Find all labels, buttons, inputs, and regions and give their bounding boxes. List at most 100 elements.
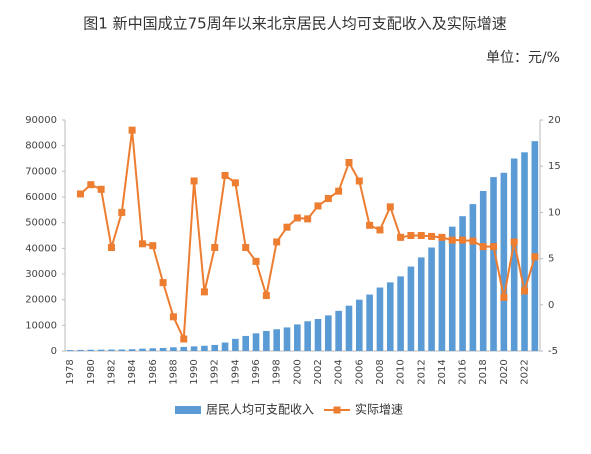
line-marker	[273, 238, 281, 246]
line-marker	[138, 240, 146, 248]
line-marker	[355, 177, 363, 185]
x-tick-label: 2002	[313, 359, 324, 384]
y-tick-label: 50000	[25, 218, 57, 229]
line-marker	[345, 159, 353, 167]
bar	[211, 344, 219, 351]
line-marker	[180, 335, 188, 343]
line-marker	[397, 233, 405, 241]
bar	[428, 247, 435, 351]
line-marker	[386, 203, 394, 211]
line-marker	[448, 236, 456, 244]
bar	[397, 276, 404, 351]
line-marker	[531, 253, 539, 261]
bar	[242, 335, 250, 351]
line-marker	[293, 214, 301, 222]
bar	[170, 347, 177, 351]
x-tick-label: 1990	[189, 359, 200, 384]
x-tick-label: 1994	[230, 359, 241, 384]
line-marker	[190, 177, 198, 185]
x-tick-label: 2010	[396, 359, 407, 384]
bar	[366, 294, 373, 351]
line-marker	[169, 313, 177, 321]
bar	[252, 333, 260, 351]
line-marker	[490, 243, 498, 251]
line-marker	[211, 244, 219, 252]
line-marker	[87, 181, 95, 189]
bar	[335, 310, 342, 351]
line-marker	[407, 232, 415, 239]
line-marker	[459, 236, 467, 244]
line-marker	[128, 126, 136, 134]
bar	[345, 305, 353, 351]
x-tick-label: 2022	[520, 359, 531, 384]
x-tick-label: 2006	[354, 359, 365, 384]
bar	[118, 349, 126, 351]
bar	[459, 216, 466, 351]
x-tick-label: 2004	[334, 359, 345, 384]
y2-tick-label: 15	[548, 161, 561, 172]
line-marker	[97, 185, 105, 193]
x-tick-label: 2012	[416, 359, 427, 384]
bar	[304, 321, 311, 351]
line	[79, 130, 536, 340]
legend-swatch	[175, 406, 201, 414]
line-marker	[200, 288, 208, 296]
y-tick-label: 10000	[25, 320, 57, 331]
y-tick-label: 30000	[25, 269, 57, 280]
bar	[159, 347, 167, 351]
x-tick-label: 2014	[437, 359, 448, 384]
y-tick-label: 0	[51, 346, 57, 357]
y2-tick-label: 0	[548, 300, 554, 311]
line-marker	[366, 221, 374, 229]
line-marker	[221, 171, 229, 179]
line-marker	[242, 244, 250, 252]
bar	[201, 345, 208, 351]
bar	[97, 349, 105, 351]
bar	[77, 349, 84, 351]
line-marker	[262, 292, 270, 300]
x-tick-label: 1978	[65, 359, 76, 384]
bar	[438, 236, 446, 351]
bar	[87, 349, 95, 351]
bar	[448, 226, 456, 351]
x-tick-label: 1984	[127, 359, 138, 384]
bar	[180, 346, 188, 351]
y2-tick-label: -5	[548, 346, 558, 357]
line-marker	[231, 179, 239, 187]
bar	[283, 327, 291, 351]
y2-tick-label: 5	[548, 254, 554, 265]
x-tick-label: 2016	[458, 359, 469, 384]
line-marker	[510, 238, 518, 246]
line-marker	[304, 215, 312, 223]
line-marker	[469, 237, 477, 245]
bar	[149, 348, 157, 351]
line-marker	[159, 279, 167, 287]
legend-label: 实际增速	[355, 402, 403, 417]
x-tick-label: 2000	[292, 359, 303, 384]
line-marker	[500, 293, 508, 301]
bar	[139, 348, 146, 351]
line-marker	[521, 287, 529, 295]
bar	[355, 299, 363, 351]
x-tick-label: 1998	[272, 359, 283, 384]
line-marker	[314, 202, 322, 210]
line-marker	[335, 187, 343, 195]
line-marker	[252, 257, 260, 265]
legend-label: 居民人均可支配收入	[206, 403, 314, 417]
bar	[521, 152, 528, 351]
x-tick-label: 1992	[210, 359, 221, 384]
bar	[128, 349, 136, 351]
x-tick-label: 2008	[375, 359, 386, 384]
bar	[314, 319, 322, 351]
y2-tick-label: 20	[548, 115, 561, 126]
unit-label: 单位：元/%	[486, 50, 560, 66]
x-tick-label: 2018	[478, 359, 489, 384]
line-marker	[149, 242, 157, 250]
chart-title: 图1 新中国成立75周年以来北京居民人均可支配收入及实际增速	[83, 15, 506, 33]
bar	[221, 342, 229, 351]
line-marker	[283, 223, 291, 231]
y-tick-label: 20000	[25, 295, 57, 306]
x-tick-label: 1982	[106, 359, 117, 384]
bar	[263, 330, 270, 351]
y-tick-label: 40000	[25, 243, 57, 254]
